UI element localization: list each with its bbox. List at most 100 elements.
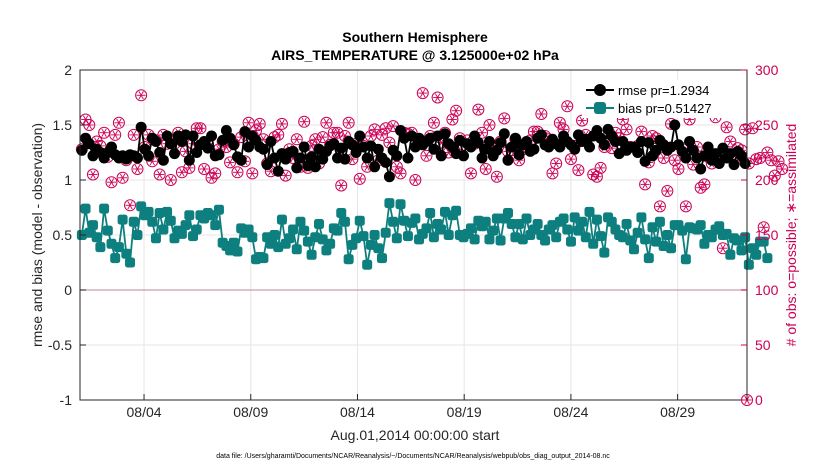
obs-point [175,166,188,179]
bias-point [147,216,158,227]
bias-point [425,208,436,218]
bias-point [128,216,139,227]
obs-possible-marker [479,163,492,175]
obs-possible-marker [739,123,752,136]
obs-point [272,128,285,141]
bias-point [391,233,402,244]
obs-possible-marker [309,133,322,146]
obs-assimilated-marker [338,181,344,190]
legend-bias-marker [594,102,606,114]
obs-assimilated-marker [420,88,426,98]
obs-assimilated-marker [294,135,300,144]
obs-possible-marker [490,170,503,183]
obs-possible-marker [594,161,607,174]
obs-point [83,119,96,131]
obs-possible-marker [209,167,222,180]
obs-point [353,172,366,185]
obs-assimilated-marker [131,130,137,140]
bias-point [580,232,591,243]
chart-title: Southern Hemisphere [342,29,488,45]
obs-possible-marker [379,122,392,135]
obs-possible-marker [198,163,211,175]
obs-point [224,156,237,169]
obs-point [498,112,511,125]
obs-possible-marker [298,115,311,128]
obs-assimilated-marker [138,91,144,100]
obs-assimilated-marker [346,118,352,127]
obs-assimilated-marker [434,93,441,102]
obs-point [679,200,692,213]
rmse-point [339,153,351,165]
obs-assimilated-marker [749,124,756,133]
obs-assimilated-marker [394,162,400,171]
obs-possible-marker [290,133,303,146]
bias-point [410,213,421,224]
y2-tick-label: 300 [755,62,779,78]
bias-point [695,220,706,231]
rmse-point [131,152,143,164]
obs-assimilated-marker [371,125,378,134]
bias-point [740,232,751,243]
obs-assimilated-marker [168,175,174,185]
obs-assimilated-marker [761,223,767,232]
obs-assimilated-marker [753,154,759,164]
y-axis-left: -1 -0.5 0 0.5 1 1.5 2 [48,62,86,408]
rmse-point [483,136,495,147]
obs-assimilated-marker [483,164,489,174]
y2-axis-label: # of obs: o=possible; ∗=assimilated [783,124,799,347]
bias-point [465,223,476,234]
obs-assimilated-marker [101,128,107,137]
obs-possible-marker [757,221,770,234]
obs-possible-marker [450,104,463,117]
obs-point [194,122,207,135]
y-tick-label: 1 [64,172,72,188]
x-tick-label: 08/04 [127,404,162,420]
obs-point [253,117,266,130]
obs-assimilated-marker [334,128,341,137]
obs-assimilated-marker [397,169,404,178]
bias-point [428,232,439,243]
obs-assimilated-marker [779,164,785,174]
bias-point [269,230,280,240]
obs-point [376,128,389,141]
rmse-point [272,165,284,177]
bias-point [540,235,551,246]
bias-point [666,243,677,254]
obs-assimilated-marker [320,132,326,142]
bias-point [354,215,365,226]
rmse-point [391,150,403,162]
rmse-point [513,149,525,161]
obs-possible-marker [231,166,244,179]
rmse-point [584,141,596,153]
obs-point [335,179,348,192]
bias-point [443,230,454,240]
obs-possible-marker [765,154,778,167]
obs-assimilated-marker [549,169,556,178]
obs-point [639,178,652,191]
bias-point [380,227,391,238]
rmse-point [506,141,518,153]
rmse-point [187,130,199,142]
bias-point [143,206,154,217]
rmse-point [380,156,392,168]
legend-bias-label: bias pr=0.51427 [618,101,712,116]
rmse-point [439,128,451,140]
obs-assimilated-marker [134,164,141,174]
rmse-point [298,141,310,153]
bias-point [584,206,595,217]
obs-assimilated-marker [90,170,96,179]
obs-possible-marker [275,117,288,130]
obs-point [416,87,429,100]
y-tick-label: 1.5 [53,117,73,133]
obs-assimilated-marker [579,116,585,125]
obs-point [668,154,681,167]
rmse-point [306,151,318,163]
rmse-point [680,152,692,164]
obs-possible-marker [316,131,329,144]
obs-assimilated-marker [323,118,330,127]
obs-assimilated-marker [212,169,218,178]
obs-assimilated-marker [575,165,582,175]
obs-point [464,167,477,180]
bias-point [421,223,432,234]
bias-point [91,232,102,243]
